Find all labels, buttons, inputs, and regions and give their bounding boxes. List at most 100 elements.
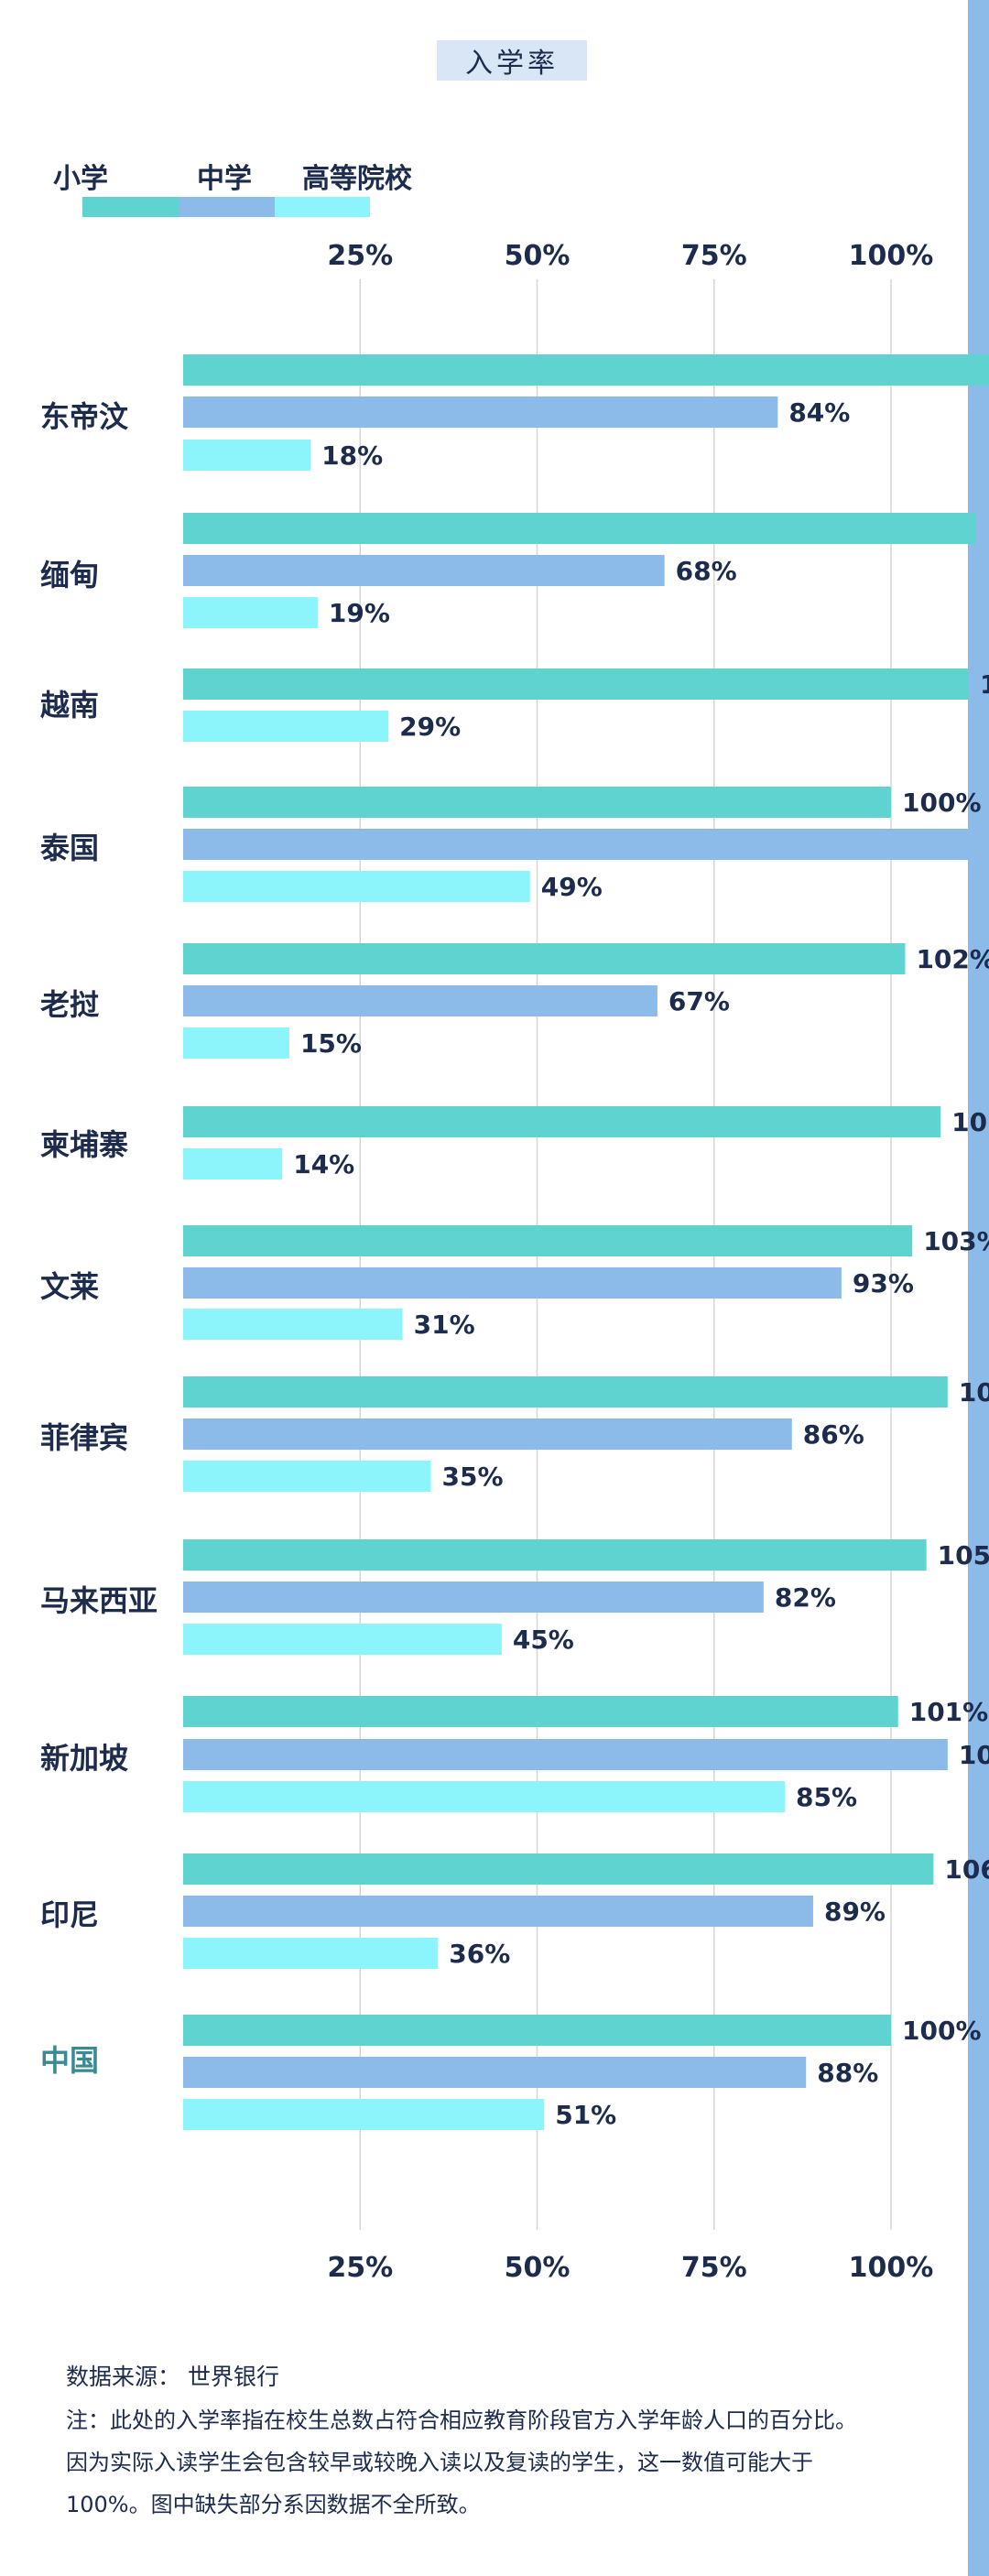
bar bbox=[183, 2057, 807, 2088]
value-label: 68% bbox=[676, 556, 737, 586]
legend-swatch-tertiary bbox=[275, 197, 370, 217]
bar bbox=[183, 2015, 891, 2046]
bar bbox=[183, 871, 530, 902]
value-label: 101% bbox=[909, 1697, 989, 1727]
bar bbox=[183, 1853, 934, 1885]
value-label: 15% bbox=[300, 1028, 362, 1059]
country-label: 缅甸 bbox=[40, 558, 99, 592]
bar bbox=[183, 1027, 289, 1059]
legend-label-primary: 小学 bbox=[53, 163, 108, 195]
value-label: 88% bbox=[817, 2058, 878, 2088]
bar bbox=[183, 1309, 403, 1340]
value-label: 85% bbox=[796, 1782, 857, 1812]
value-label: 100% bbox=[902, 788, 982, 818]
x-tick-label-bottom: 50% bbox=[505, 2252, 571, 2284]
x-tick-label-bottom: 100% bbox=[849, 2252, 934, 2284]
x-tick-label-top: 100% bbox=[849, 240, 934, 272]
note-line-1: 注：此处的入学率指在校生总数占符合相应教育阶段官方入学年龄人口的百分比。 bbox=[66, 2408, 857, 2433]
bar bbox=[183, 2099, 545, 2130]
chart-title: 入学率 bbox=[437, 40, 587, 81]
bar bbox=[183, 711, 389, 742]
bar bbox=[183, 1418, 792, 1450]
bar bbox=[183, 440, 311, 471]
bar bbox=[183, 397, 778, 428]
legend-swatch-secondary bbox=[179, 197, 275, 217]
value-label: 86% bbox=[803, 1419, 864, 1450]
bar bbox=[183, 597, 318, 628]
bar bbox=[183, 1225, 913, 1256]
legend-label-tertiary: 高等院校 bbox=[302, 163, 412, 195]
country-label: 新加坡 bbox=[40, 1741, 128, 1776]
bar bbox=[183, 985, 658, 1016]
bar bbox=[183, 1106, 941, 1137]
bar bbox=[183, 1696, 898, 1727]
note-line-3: 100%。图中缺失部分系因数据不全所致。 bbox=[66, 2492, 481, 2517]
country-label: 柬埔寨 bbox=[40, 1127, 128, 1162]
bar bbox=[183, 354, 989, 386]
bar bbox=[183, 1938, 439, 1969]
bar bbox=[183, 1896, 813, 1927]
bar bbox=[183, 1781, 786, 1812]
note-line-2: 因为实际入读学生会包含较早或较晚入读以及复读的学生，这一数值可能大于 bbox=[66, 2450, 813, 2475]
value-label: 29% bbox=[399, 712, 461, 742]
bar bbox=[183, 1539, 927, 1571]
value-label: 51% bbox=[555, 2100, 616, 2130]
value-label: 103% bbox=[923, 1226, 989, 1256]
value-label: 108% bbox=[959, 1377, 989, 1408]
bar bbox=[183, 513, 976, 544]
value-label: 111% bbox=[980, 669, 989, 700]
value-label: 89% bbox=[824, 1897, 886, 1927]
bar bbox=[183, 943, 906, 974]
value-label: 18% bbox=[321, 440, 383, 471]
value-label: 45% bbox=[513, 1625, 574, 1655]
x-tick-label-top: 50% bbox=[505, 240, 571, 272]
x-tick-label-bottom: 25% bbox=[327, 2252, 393, 2284]
bar bbox=[183, 1376, 948, 1408]
bar bbox=[183, 1624, 502, 1655]
value-label: 93% bbox=[853, 1268, 914, 1299]
x-tick-label-bottom: 75% bbox=[681, 2252, 747, 2284]
country-label: 菲律宾 bbox=[40, 1420, 128, 1455]
legend-swatch-primary bbox=[82, 197, 179, 217]
legend-label-secondary: 中学 bbox=[197, 163, 252, 195]
bar bbox=[183, 555, 665, 586]
x-tick-label-top: 25% bbox=[327, 240, 393, 272]
country-label: 越南 bbox=[40, 688, 99, 723]
bar bbox=[183, 668, 970, 700]
bar bbox=[183, 1739, 948, 1770]
value-label: 19% bbox=[329, 598, 390, 628]
bar bbox=[183, 787, 891, 818]
value-label: 106% bbox=[944, 1854, 989, 1885]
data-source: 数据来源： 世界银行 bbox=[66, 2364, 279, 2390]
country-label: 泰国 bbox=[40, 831, 99, 865]
country-label: 文莱 bbox=[40, 1269, 99, 1304]
bar bbox=[183, 1148, 283, 1179]
x-tick-label-top: 75% bbox=[681, 240, 747, 272]
bar bbox=[183, 1267, 842, 1299]
value-label: 108% bbox=[959, 1740, 989, 1770]
value-label: 105% bbox=[938, 1540, 989, 1571]
value-label: 112% bbox=[987, 514, 989, 544]
bar-chart: 25%25%50%50%75%75%100%100%120%120%东帝汶115… bbox=[40, 240, 989, 2284]
value-label: 67% bbox=[668, 986, 730, 1016]
bar bbox=[183, 1461, 431, 1492]
value-label: 102% bbox=[916, 944, 989, 974]
value-label: 35% bbox=[442, 1462, 504, 1492]
bar bbox=[183, 829, 989, 860]
value-label: 82% bbox=[775, 1582, 836, 1613]
country-label: 中国 bbox=[40, 2043, 99, 2078]
value-label: 100% bbox=[902, 2016, 982, 2046]
value-label: 31% bbox=[414, 1310, 475, 1340]
country-label: 东帝汶 bbox=[40, 399, 129, 434]
value-label: 84% bbox=[788, 397, 850, 428]
country-label: 老挝 bbox=[40, 987, 99, 1022]
country-label: 马来西亚 bbox=[40, 1583, 158, 1618]
value-label: 14% bbox=[293, 1149, 354, 1179]
footer: 数据来源： 世界银行 注：此处的入学率指在校生总数占符合相应教育阶段官方入学年龄… bbox=[66, 2352, 945, 2526]
right-edge-stripe bbox=[968, 0, 989, 2576]
value-label: 107% bbox=[951, 1107, 989, 1137]
bar bbox=[183, 1581, 764, 1613]
value-label: 49% bbox=[541, 872, 603, 902]
country-label: 印尼 bbox=[40, 1897, 99, 1932]
value-label: 36% bbox=[449, 1939, 510, 1969]
